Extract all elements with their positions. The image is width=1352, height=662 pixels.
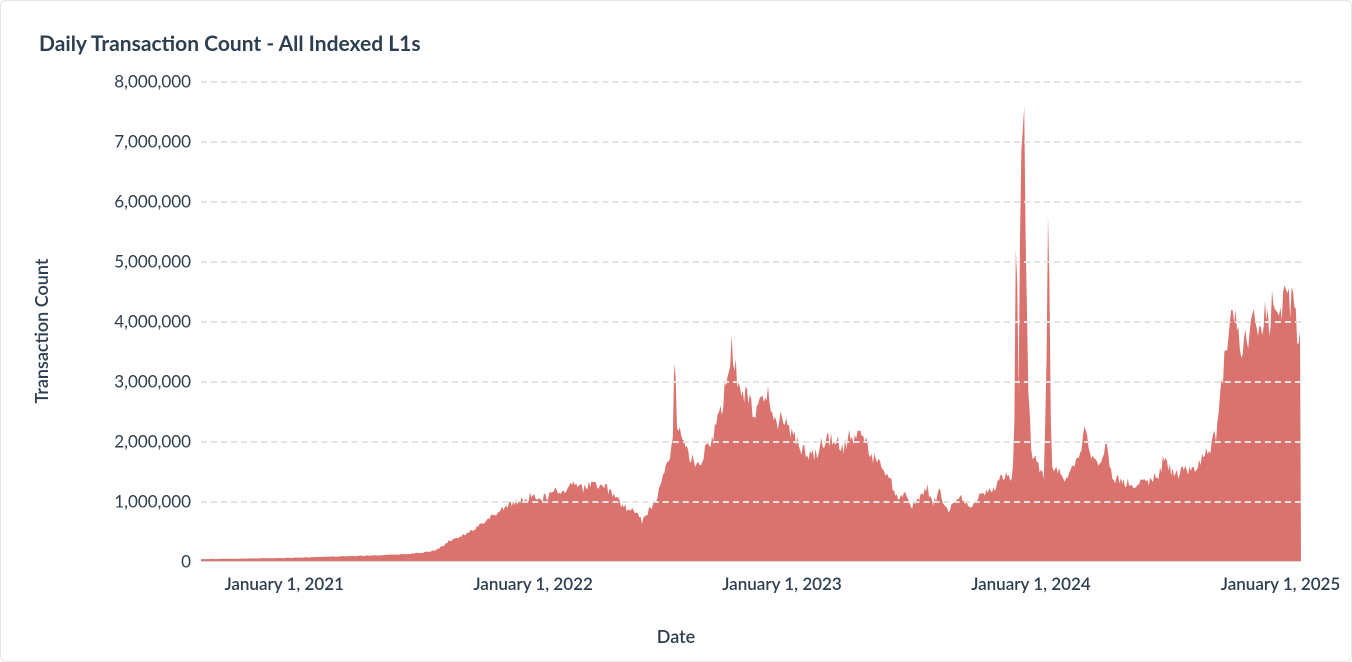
- x-tick-label: January 1, 2025: [1221, 573, 1341, 594]
- grid-line: [201, 201, 1301, 203]
- chart-title: Daily Transaction Count - All Indexed L1…: [39, 31, 421, 56]
- series-area: [201, 106, 1301, 561]
- y-tick-label: 4,000,000: [114, 311, 191, 332]
- grid-line: [201, 381, 1301, 383]
- grid-line: [201, 321, 1301, 323]
- x-axis-baseline: [201, 561, 1301, 562]
- y-axis-label: Transaction Count: [30, 259, 52, 404]
- chart-panel: Daily Transaction Count - All Indexed L1…: [0, 0, 1352, 662]
- x-axis-label: Date: [657, 625, 695, 647]
- x-tick-label: January 1, 2023: [722, 573, 842, 594]
- grid-line: [201, 441, 1301, 443]
- grid-line: [201, 141, 1301, 143]
- x-tick-label: January 1, 2022: [473, 573, 593, 594]
- x-tick-label: January 1, 2021: [224, 573, 344, 594]
- grid-line: [201, 501, 1301, 503]
- y-tick-label: 7,000,000: [114, 131, 191, 152]
- y-tick-label: 6,000,000: [114, 191, 191, 212]
- x-tick-label: January 1, 2024: [971, 573, 1091, 594]
- y-tick-label: 2,000,000: [114, 431, 191, 452]
- plot-area: [201, 81, 1301, 561]
- y-tick-label: 8,000,000: [114, 71, 191, 92]
- y-tick-label: 3,000,000: [114, 371, 191, 392]
- y-tick-label: 0: [181, 551, 191, 572]
- y-tick-label: 5,000,000: [114, 251, 191, 272]
- y-tick-label: 1,000,000: [114, 491, 191, 512]
- grid-line: [201, 81, 1301, 83]
- grid-line: [201, 261, 1301, 263]
